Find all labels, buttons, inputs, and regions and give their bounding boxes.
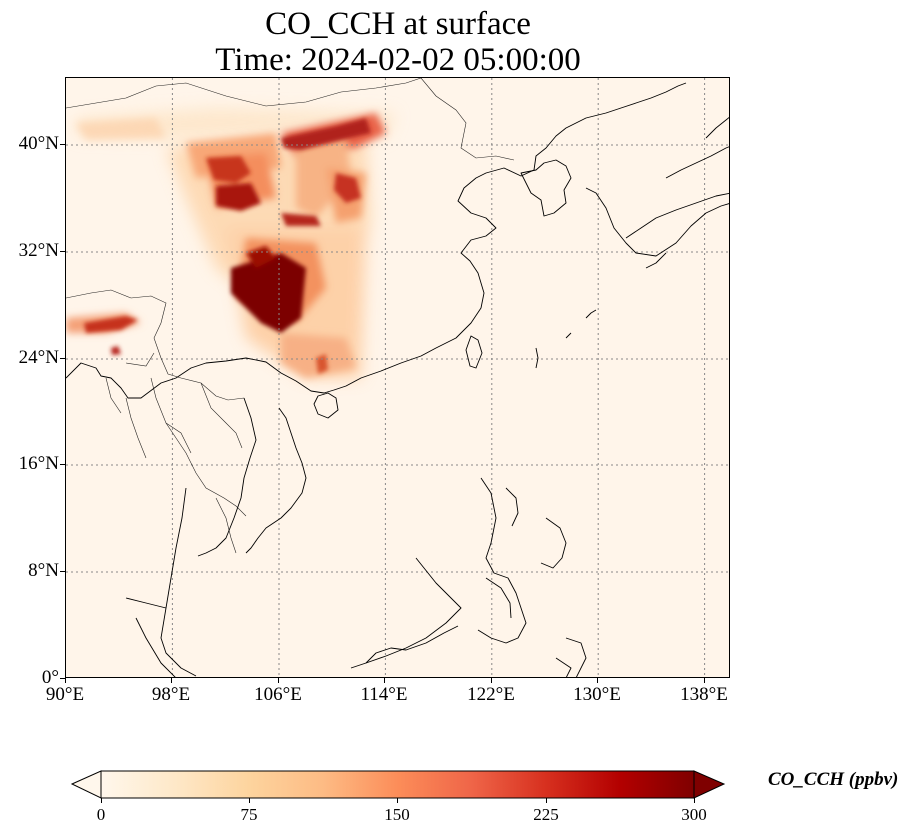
y-tickmark — [60, 464, 65, 465]
x-tick-label: 114°E — [360, 684, 408, 705]
y-tickmark — [60, 678, 65, 679]
colorbar-tick-label: 150 — [384, 805, 410, 824]
colorbar-tick-label: 0 — [96, 805, 106, 824]
concentration-field — [66, 108, 396, 378]
y-tickmark — [60, 251, 65, 252]
colorbar-tickmark — [397, 798, 398, 803]
y-tickmark — [60, 358, 65, 359]
y-tick-label: 24°N — [18, 347, 59, 368]
gridlines — [66, 78, 729, 677]
map-canvas — [66, 78, 729, 677]
x-tickmark — [491, 678, 492, 683]
colorbar-tickmark — [546, 798, 547, 803]
x-tick-label: 98°E — [151, 684, 191, 705]
borders — [66, 78, 515, 554]
x-tickmark — [278, 678, 279, 683]
colorbar-gradient — [101, 771, 694, 798]
x-tickmark — [384, 678, 385, 683]
background-field — [66, 78, 729, 677]
colorbar-tick-label: 225 — [533, 805, 559, 824]
map-panel — [65, 77, 730, 678]
chart-title-time: Time: 2024-02-02 05:00:00 — [215, 42, 581, 78]
x-tick-label: 90°E — [45, 684, 85, 705]
y-tick-label: 40°N — [18, 133, 59, 154]
colorbar-max-extend — [693, 770, 726, 799]
x-tickmark — [597, 678, 598, 683]
colorbar-tickmark — [101, 798, 102, 803]
colorbar-tickmark — [249, 798, 250, 803]
y-tick-label: 16°N — [18, 453, 59, 474]
colorbar-tick-label: 300 — [681, 805, 707, 824]
x-tick-label: 106°E — [254, 684, 302, 705]
colorbar-label: CO_CCH (ppbv) — [768, 769, 899, 790]
colorbar-tick-label: 75 — [240, 805, 258, 824]
coastlines — [66, 82, 729, 677]
y-tick-label: 0° — [41, 667, 59, 688]
chart-title-variable: CO_CCH at surface — [265, 6, 531, 42]
y-tickmark — [60, 571, 65, 572]
x-tickmark — [704, 678, 705, 683]
x-tick-label: 122°E — [467, 684, 515, 705]
y-tickmark — [60, 144, 65, 145]
colorbar-tickmark — [694, 798, 695, 803]
x-tickmark — [65, 678, 66, 683]
y-tick-label: 8°N — [28, 560, 59, 581]
x-tickmark — [171, 678, 172, 683]
x-tick-label: 138°E — [680, 684, 728, 705]
colorbar-min-extend — [70, 770, 102, 799]
colorbar — [70, 770, 726, 799]
y-tick-label: 32°N — [18, 240, 59, 261]
x-tick-label: 130°E — [573, 684, 621, 705]
